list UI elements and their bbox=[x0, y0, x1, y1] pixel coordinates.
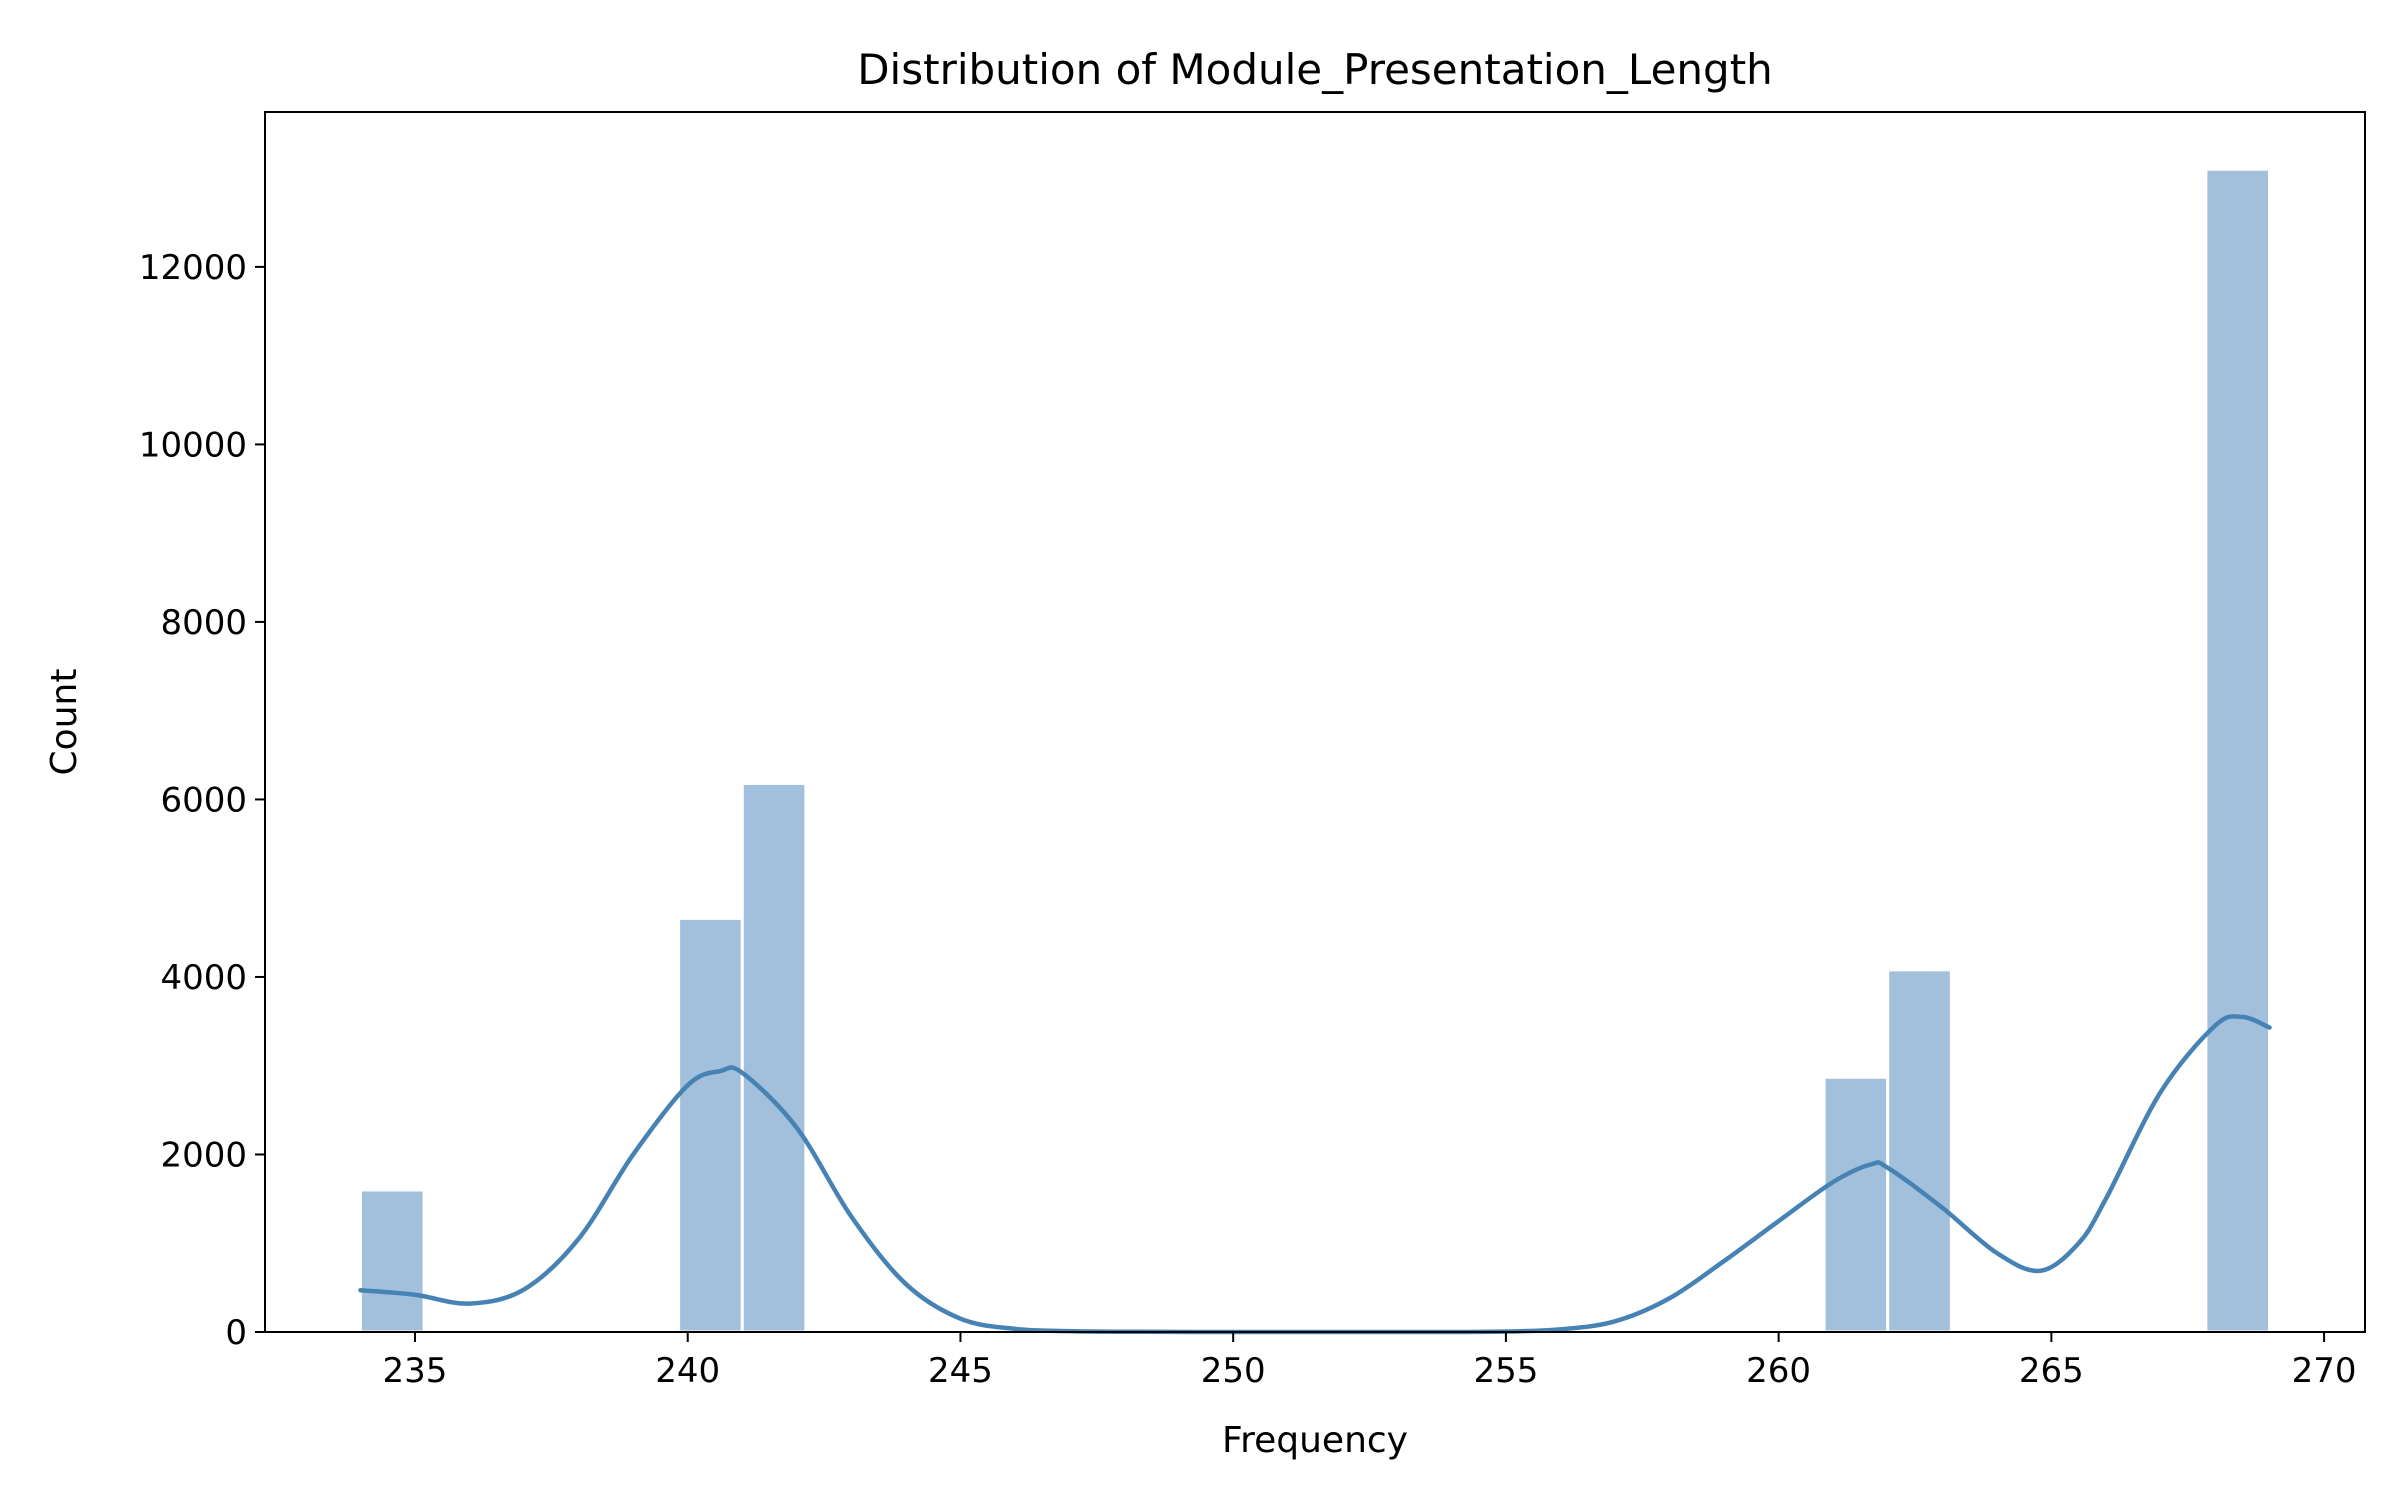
x-axis-label: Frequency bbox=[1222, 1420, 1408, 1461]
x-tick-label: 260 bbox=[1746, 1351, 1811, 1391]
chart-title: Distribution of Module_Presentation_Leng… bbox=[857, 45, 1773, 94]
x-tick-label: 235 bbox=[383, 1351, 448, 1391]
bars-layer bbox=[358, 167, 2272, 1334]
x-ticks: 235 240 245 250 255 260 265 270 bbox=[383, 1332, 2357, 1391]
y-tick-label: 4000 bbox=[160, 958, 247, 998]
x-tick-label: 245 bbox=[928, 1351, 993, 1391]
axes-frame bbox=[264, 111, 2366, 1333]
x-tick-label: 250 bbox=[1201, 1351, 1266, 1391]
y-tick-label: 0 bbox=[225, 1313, 247, 1353]
y-tick-label: 2000 bbox=[160, 1135, 247, 1175]
y-ticks: 0 2000 4000 6000 8000 10000 12000 bbox=[139, 248, 265, 1353]
kde-layer bbox=[358, 1014, 2272, 1335]
histogram-bar bbox=[2204, 167, 2272, 1334]
histogram-bar bbox=[740, 781, 808, 1334]
y-tick-label: 12000 bbox=[139, 248, 247, 288]
kde-line bbox=[358, 1014, 2272, 1335]
x-tick-label: 265 bbox=[2019, 1351, 2084, 1391]
y-tick-label: 8000 bbox=[160, 603, 247, 643]
x-tick-label: 240 bbox=[655, 1351, 720, 1391]
histogram-bar bbox=[1822, 1075, 1890, 1334]
y-tick-label: 6000 bbox=[160, 780, 247, 820]
histogram-bar bbox=[358, 1188, 426, 1334]
y-axis-label: Count bbox=[44, 669, 85, 776]
x-tick-label: 270 bbox=[2292, 1351, 2357, 1391]
histogram-bar bbox=[1886, 968, 1953, 1334]
x-tick-label: 255 bbox=[1473, 1351, 1538, 1391]
histogram-bar bbox=[677, 916, 744, 1334]
y-tick-label: 10000 bbox=[139, 425, 247, 465]
